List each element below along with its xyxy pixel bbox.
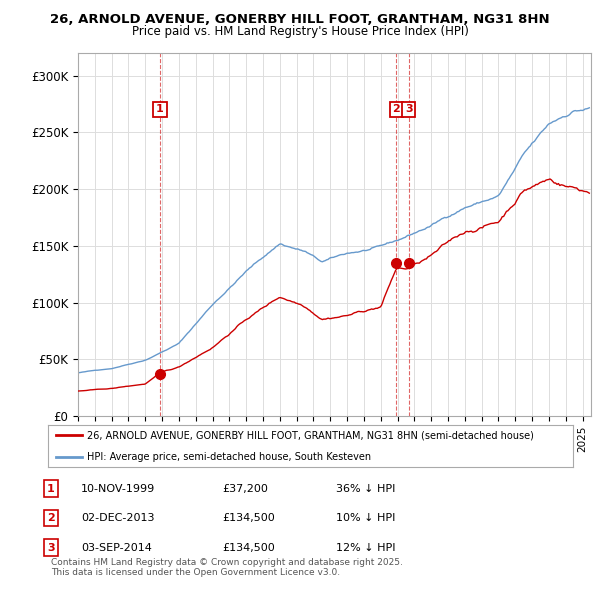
- Text: £37,200: £37,200: [222, 484, 268, 493]
- Text: 26, ARNOLD AVENUE, GONERBY HILL FOOT, GRANTHAM, NG31 8HN: 26, ARNOLD AVENUE, GONERBY HILL FOOT, GR…: [50, 13, 550, 26]
- Text: 3: 3: [47, 543, 55, 552]
- Text: 26, ARNOLD AVENUE, GONERBY HILL FOOT, GRANTHAM, NG31 8HN (semi-detached house): 26, ARNOLD AVENUE, GONERBY HILL FOOT, GR…: [88, 431, 534, 440]
- Text: Contains HM Land Registry data © Crown copyright and database right 2025.
This d: Contains HM Land Registry data © Crown c…: [51, 558, 403, 577]
- Text: Price paid vs. HM Land Registry's House Price Index (HPI): Price paid vs. HM Land Registry's House …: [131, 25, 469, 38]
- Text: 03-SEP-2014: 03-SEP-2014: [81, 543, 152, 552]
- Text: 02-DEC-2013: 02-DEC-2013: [81, 513, 155, 523]
- Text: 1: 1: [47, 484, 55, 493]
- Text: £134,500: £134,500: [222, 543, 275, 552]
- Text: 3: 3: [405, 104, 413, 114]
- Text: £134,500: £134,500: [222, 513, 275, 523]
- Text: 2: 2: [47, 513, 55, 523]
- Text: 36% ↓ HPI: 36% ↓ HPI: [336, 484, 395, 493]
- Text: 12% ↓ HPI: 12% ↓ HPI: [336, 543, 395, 552]
- Text: 10-NOV-1999: 10-NOV-1999: [81, 484, 155, 493]
- Text: 10% ↓ HPI: 10% ↓ HPI: [336, 513, 395, 523]
- Text: 2: 2: [392, 104, 400, 114]
- Text: 1: 1: [156, 104, 164, 114]
- Text: HPI: Average price, semi-detached house, South Kesteven: HPI: Average price, semi-detached house,…: [88, 452, 371, 461]
